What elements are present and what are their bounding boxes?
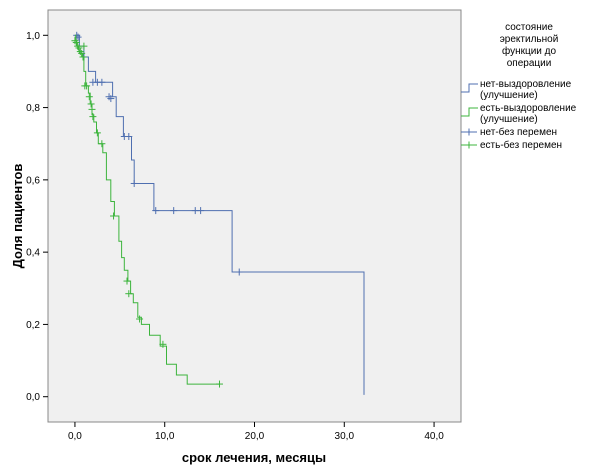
legend-entry: есть-без перемен [461,139,562,151]
censor-mark [83,82,91,90]
plot-background [47,9,462,423]
legend-title-line: функции до [502,45,557,57]
y-axis-title: Доля пациентов [10,164,25,269]
legend-entry: нет-без перемен [461,126,557,138]
x-tick-label: 0,0 [68,431,82,442]
legend-line-symbol [461,83,478,93]
censor-mark [72,39,80,47]
y-tick-label: 0,0 [26,392,40,403]
legend-title-line: состояние [505,22,553,33]
censor-mark [71,37,79,45]
legend-entry: есть-выздоровление (улучшение) [461,103,577,125]
series-layer [71,31,365,395]
censor-mark [159,340,167,348]
censor-mark [89,113,97,121]
censor-mark [152,207,160,215]
x-tick-label: 20,0 [245,431,265,442]
censor-mark [76,48,84,56]
legend-cross-symbol [465,141,473,149]
legend-line-symbol [461,107,478,117]
y-tick-label: 1,0 [26,31,40,42]
legend-cross-symbol [465,128,473,136]
x-axis-title: срок лечения, месяцы [182,450,326,465]
y-tick-label: 0,4 [26,248,40,259]
x-tick-label: 40,0 [424,431,444,442]
x-tick-label: 10,0 [155,431,175,442]
censor-mark [107,95,115,103]
legend-title-line: операции [507,58,552,69]
censor-mark [110,212,118,220]
y-tick-label: 0,8 [26,103,40,114]
censor-mark [197,207,205,215]
censor-mark [75,44,83,52]
censor-mark [74,42,82,50]
legend-label: есть-без перемен [480,139,562,151]
censor-mark [123,277,131,285]
legend-title-line: эректильной [500,34,559,45]
legend-entry: нет-выздоровление (улучшение) [461,79,572,101]
censor-mark [98,140,106,148]
censor-mark [93,129,101,137]
censor-mark [130,179,138,187]
legend-label: нет-без перемен [480,126,557,138]
censor-mark [78,49,86,57]
censor-mark [136,315,144,323]
censor-mark [215,380,223,388]
legend-label: нет-выздоровление (улучшение) [480,79,572,101]
x-tick-label: 30,0 [335,431,355,442]
censor-mark [85,93,93,101]
censor-mark [79,53,87,61]
censor-mark [125,290,133,298]
censor-mark [98,78,106,86]
censor-mark [170,207,178,215]
censor-mark [87,100,95,108]
censor-mark [235,268,243,276]
censor-mark [73,31,81,39]
axes: 0,0 10,0 20,0 30,0 40,0 0,0 0,2 0,4 0,6 0,8 1,0 [26,31,444,442]
censor-mark [80,42,88,50]
legend-label: есть-выздоровление (улучшение) [480,103,577,125]
censor-mark [125,132,133,140]
y-tick-label: 0,2 [26,320,40,331]
y-tick-label: 0,6 [26,175,40,186]
censor-mark [105,93,113,101]
censor-mark [88,105,96,113]
